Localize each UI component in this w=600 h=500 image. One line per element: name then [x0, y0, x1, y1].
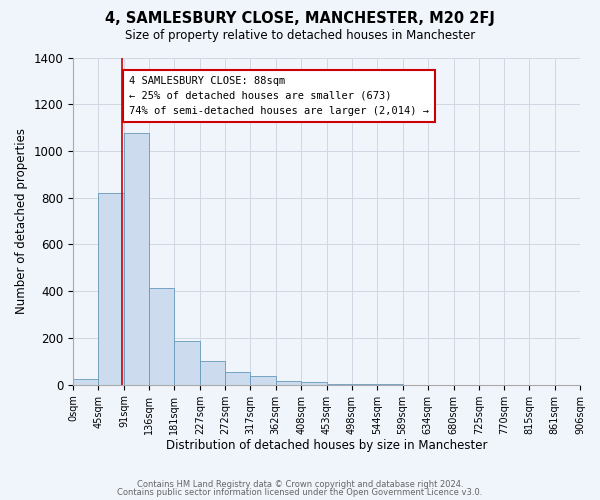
Bar — [175, 342, 200, 384]
Bar — [250, 376, 275, 384]
Bar — [124, 134, 149, 384]
Y-axis label: Number of detached properties: Number of detached properties — [15, 128, 28, 314]
Text: Contains HM Land Registry data © Crown copyright and database right 2024.: Contains HM Land Registry data © Crown c… — [137, 480, 463, 489]
Bar — [73, 379, 98, 384]
Bar — [225, 372, 250, 384]
Text: 4, SAMLESBURY CLOSE, MANCHESTER, M20 2FJ: 4, SAMLESBURY CLOSE, MANCHESTER, M20 2FJ — [105, 11, 495, 26]
Text: 4 SAMLESBURY CLOSE: 88sqm
← 25% of detached houses are smaller (673)
74% of semi: 4 SAMLESBURY CLOSE: 88sqm ← 25% of detac… — [129, 76, 429, 116]
Bar — [301, 382, 326, 384]
Text: Size of property relative to detached houses in Manchester: Size of property relative to detached ho… — [125, 29, 475, 42]
Bar — [275, 381, 301, 384]
Bar — [98, 193, 124, 384]
Text: Contains public sector information licensed under the Open Government Licence v3: Contains public sector information licen… — [118, 488, 482, 497]
Bar — [200, 362, 225, 384]
X-axis label: Distribution of detached houses by size in Manchester: Distribution of detached houses by size … — [166, 440, 487, 452]
Bar — [149, 288, 175, 384]
